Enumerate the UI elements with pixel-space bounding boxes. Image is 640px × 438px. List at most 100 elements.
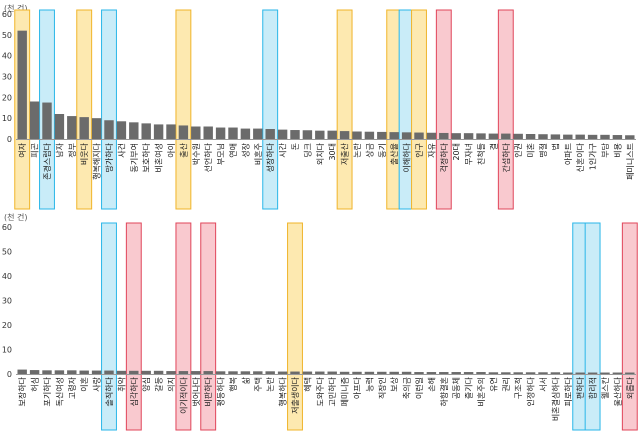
x-tick-label: 행복해지다 — [92, 142, 102, 179]
x-tick-label: 평등하다 — [216, 376, 226, 406]
highlight-box — [175, 222, 192, 431]
bar — [178, 371, 189, 374]
highlight-box — [584, 222, 601, 431]
bar — [153, 370, 164, 374]
x-tick-label: 즐기다 — [465, 376, 474, 399]
bar — [389, 132, 399, 139]
x-tick-label: 명절 — [538, 143, 548, 158]
x-tick-label: 존경스럽다 — [42, 142, 52, 179]
x-tick-label: 출산율 — [389, 143, 399, 165]
x-tick-label: 여자 — [17, 142, 27, 157]
bar — [191, 371, 201, 374]
highlight-box — [435, 9, 452, 210]
highlight-box — [101, 9, 117, 210]
x-tick-label: 남자 — [55, 142, 64, 157]
bar — [327, 371, 337, 374]
y-tick-label: 10 — [2, 346, 12, 355]
bar — [79, 117, 89, 139]
bar — [501, 372, 511, 374]
x-tick-label: 보상 — [389, 376, 399, 391]
highlight-box — [125, 222, 142, 431]
bar — [215, 127, 226, 139]
bar — [166, 124, 176, 139]
y-tick-label: 10 — [2, 114, 12, 123]
bar — [240, 128, 251, 139]
bar — [215, 371, 226, 374]
x-tick-label: 정부 — [67, 143, 77, 158]
x-tick-label: 권리 — [501, 377, 511, 392]
y-tick-label: 50 — [2, 248, 12, 257]
bar — [389, 371, 399, 374]
y-tick-label: 30 — [2, 73, 12, 82]
x-tick-label: 삶 — [241, 376, 250, 384]
highlight-box — [336, 9, 353, 210]
x-tick-label: 손해 — [426, 377, 436, 392]
bar — [253, 128, 263, 139]
bar — [525, 372, 536, 374]
y-tick-label: 20 — [2, 93, 12, 102]
x-tick-label: 이기적이다 — [178, 376, 188, 413]
y-tick-label: 20 — [2, 321, 12, 330]
bar — [451, 372, 461, 374]
x-tick-label: 심각하다 — [129, 376, 139, 406]
x-tick-label: 친척들 — [476, 143, 486, 165]
bar — [538, 134, 548, 139]
x-tick-label: 독신여성 — [54, 377, 64, 406]
bar — [550, 372, 561, 374]
bar — [315, 371, 325, 374]
x-tick-label: 이런일 — [414, 377, 424, 399]
x-tick-label: 비판하다 — [203, 376, 213, 406]
bar — [277, 371, 288, 374]
bar — [352, 371, 362, 374]
bar — [612, 372, 623, 374]
x-tick-label: 연애 — [229, 143, 238, 158]
x-tick-label: 비혼여성 — [154, 143, 164, 172]
x-tick-label: 울산하다 — [612, 376, 622, 406]
x-tick-label: 능력 — [364, 377, 374, 392]
x-tick-label: 부담 — [600, 142, 610, 157]
x-tick-label: 행복 — [228, 377, 238, 392]
x-tick-label: 허심 — [30, 377, 40, 392]
bar — [439, 372, 449, 374]
unit-label: (천 건) — [4, 3, 28, 13]
bar — [587, 372, 598, 374]
x-tick-label: 비혼결심하다 — [550, 376, 560, 421]
x-tick-label: 합리적 — [588, 377, 598, 399]
x-tick-label: 30대 — [328, 143, 337, 161]
x-tick-label: 외롭다 — [625, 376, 635, 399]
bar — [54, 114, 65, 139]
bar — [203, 371, 213, 374]
y-tick-label: 50 — [2, 31, 12, 40]
bar — [79, 370, 89, 374]
highlight-box — [621, 222, 638, 431]
x-tick-label: 구조적 — [513, 377, 523, 399]
highlight-box — [287, 222, 303, 431]
bar — [401, 371, 412, 374]
bar — [426, 132, 437, 139]
x-tick-label: 도와주다 — [315, 376, 325, 406]
x-tick-label: 비혼주의 — [476, 377, 486, 406]
bar — [265, 129, 275, 139]
x-tick-label: 무자녀 — [465, 143, 474, 165]
bar — [253, 371, 263, 374]
x-tick-label: 고령자 — [68, 376, 77, 399]
bar — [501, 133, 511, 139]
bar — [91, 118, 102, 139]
x-tick-label: 미혼 — [526, 143, 536, 158]
bar — [54, 370, 65, 374]
bar — [625, 372, 635, 374]
bar — [488, 372, 499, 374]
bar — [166, 371, 176, 374]
bar — [513, 372, 523, 374]
x-tick-label: 딩크 — [302, 143, 312, 158]
x-tick-label: 편하다 — [575, 376, 585, 399]
bar — [104, 120, 114, 139]
x-tick-label: 성장 — [240, 142, 250, 157]
bar — [277, 129, 288, 139]
bar — [29, 370, 40, 374]
bar — [104, 370, 114, 374]
bar — [439, 132, 449, 139]
x-tick-label: 축의금 — [402, 377, 412, 399]
x-tick-label: 페미니스트 — [625, 143, 635, 180]
